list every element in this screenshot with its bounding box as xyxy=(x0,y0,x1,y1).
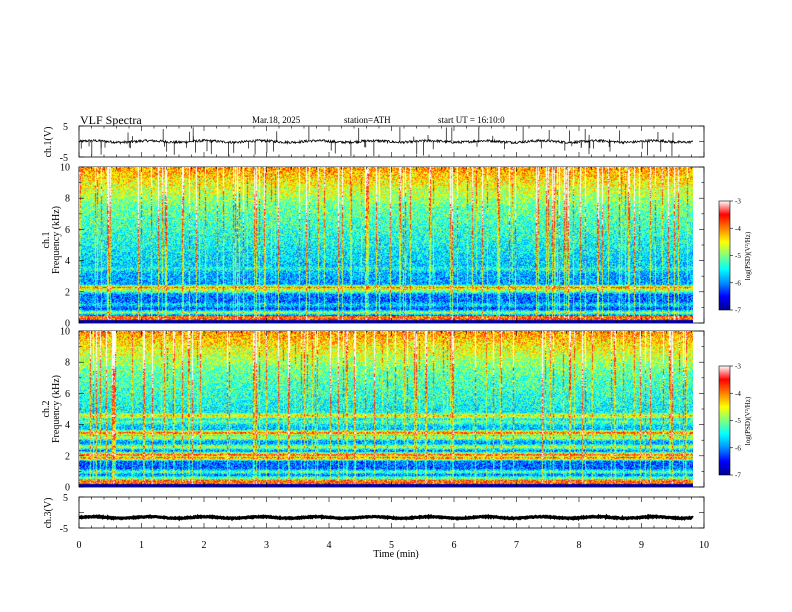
ch1-waveform-ylabel: ch.1(V) xyxy=(43,127,54,158)
y-tick-label: 0 xyxy=(65,319,70,330)
colorbar-tick-label: -7 xyxy=(735,472,741,480)
colorbar-tick-label: -7 xyxy=(735,307,741,315)
ch1-colorbar: -3 -4 -5 -6 -7 log(PSD)(V²/Hz) xyxy=(718,198,752,315)
ch1-channel-label: ch.1 xyxy=(41,232,52,249)
station-label: station=ATH xyxy=(344,115,391,125)
ch1-waveform-ticks xyxy=(79,125,704,158)
y-tick-label: 2 xyxy=(65,287,70,298)
colorbar-tick-label: -5 xyxy=(735,252,741,260)
ch1-waveform-trace xyxy=(78,126,694,157)
ch1-colorbar-label: log(PSD)(V²/Hz) xyxy=(744,231,752,280)
ch1-spectrogram-yticks: 0 2 4 6 8 10 xyxy=(60,163,704,330)
ch1-frequency-label: Frequency (kHz) xyxy=(51,206,62,274)
x-tick-label: 10 xyxy=(699,540,709,551)
ch1-spectrogram-panel: 0 2 4 6 8 10 ch.1 Frequency (kHz) -3 -4 -5 -6 -7 … xyxy=(41,163,752,330)
ch3-waveform-panel: 5 -5 ch.3(V) xyxy=(43,493,705,535)
x-tick-label: 7 xyxy=(514,540,519,551)
y-tick-label: 10 xyxy=(60,327,70,338)
ch3-waveform-frame xyxy=(78,496,705,529)
colorbar-tick-label: -3 xyxy=(735,198,741,206)
ch3-ytick-bottom: -5 xyxy=(60,524,68,535)
ch2-colorbar: -3 -4 -5 -6 -7 log(PSD)(V²/Hz) xyxy=(718,363,752,480)
x-tick-label: 4 xyxy=(327,540,332,551)
time-axis-label: Time (min) xyxy=(373,549,418,560)
ch2-colorbar-label: log(PSD)(V²/Hz) xyxy=(744,396,752,445)
ch1-ytick-top: 5 xyxy=(63,122,68,133)
x-tick-label: 1 xyxy=(139,540,144,551)
x-tick-label: 5 xyxy=(389,540,394,551)
y-tick-label: 8 xyxy=(65,194,70,205)
ch2-spectrogram-panel: 0 2 4 6 8 10 ch.2 Frequency (kHz) -3 -4 -5 -6 -7 … xyxy=(41,327,752,494)
ch1-colorbar-ticks: -3 -4 -5 -6 -7 xyxy=(730,198,741,315)
y-tick-label: 6 xyxy=(65,225,70,236)
start-ut-label: start UT = 16:10:0 xyxy=(438,115,505,125)
ch2-channel-label: ch.2 xyxy=(41,401,52,418)
ch3-waveform-ticks xyxy=(79,496,704,529)
ch3-waveform-ylabel: ch.3(V) xyxy=(43,498,54,529)
y-tick-label: 4 xyxy=(65,420,70,431)
figure-title: VLF Spectra xyxy=(80,113,142,127)
ch2-colorbar-bar xyxy=(718,365,731,476)
ch1-colorbar-bar xyxy=(718,200,731,311)
x-tick-label: 3 xyxy=(264,540,269,551)
time-axis-ticklabels: 0 1 2 3 4 5 6 7 8 9 10 xyxy=(77,126,709,551)
x-tick-label: 6 xyxy=(452,540,457,551)
date-label: Mar.18, 2025 xyxy=(252,115,301,125)
ch1-spectrogram-image xyxy=(79,167,693,323)
y-tick-label: 10 xyxy=(60,163,70,174)
ch2-spectrogram-image xyxy=(79,331,693,487)
x-tick-label: 8 xyxy=(577,540,582,551)
x-tick-label: 0 xyxy=(77,540,82,551)
x-tick-label: 9 xyxy=(639,540,644,551)
x-tick-label: 2 xyxy=(202,540,207,551)
ch3-waveform-trace xyxy=(78,513,694,522)
colorbar-tick-label: -5 xyxy=(735,417,741,425)
waveform-line xyxy=(78,138,694,145)
colorbar-tick-label: -4 xyxy=(735,225,741,233)
waveform-line xyxy=(78,513,694,522)
ch1-waveform-panel: 5 -5 ch.1(V) xyxy=(43,122,705,164)
ch2-frequency-label: Frequency (kHz) xyxy=(51,375,62,443)
y-tick-label: 6 xyxy=(65,389,70,400)
colorbar-tick-label: -3 xyxy=(735,363,741,371)
colorbar-tick-label: -6 xyxy=(735,444,741,452)
ch2-colorbar-ticks: -3 -4 -5 -6 -7 xyxy=(730,363,741,480)
y-tick-label: 4 xyxy=(65,256,70,267)
colorbar-tick-label: -6 xyxy=(735,279,741,287)
y-tick-label: 8 xyxy=(65,358,70,369)
ch2-spectrogram-yticks: 0 2 4 6 8 10 xyxy=(60,327,704,494)
ch3-ytick-top: 5 xyxy=(63,493,68,504)
y-tick-label: 2 xyxy=(65,451,70,462)
y-tick-label: 0 xyxy=(65,483,70,494)
ch1-ytick-bottom: -5 xyxy=(60,153,68,164)
colorbar-tick-label: -4 xyxy=(735,390,741,398)
